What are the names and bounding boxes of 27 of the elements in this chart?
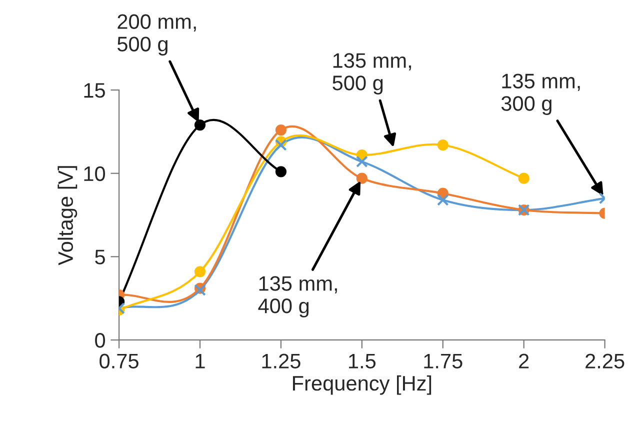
- x-tick-label: 2.25: [586, 354, 624, 368]
- x-tick-label: 2: [519, 354, 529, 368]
- point: [437, 139, 448, 151]
- x-tick-label: 1: [196, 354, 205, 368]
- annotation: 135 mm, 500 g: [332, 53, 411, 94]
- point: [275, 166, 287, 178]
- x-tick-label: 1.25: [262, 354, 300, 368]
- point: [275, 124, 287, 136]
- point: [356, 172, 368, 184]
- point: [194, 266, 206, 278]
- annotation: 135 mm, 300 g: [501, 74, 580, 116]
- x-tick-label: 1.75: [424, 354, 462, 368]
- point: [518, 172, 530, 184]
- x-tick-label: 1.5: [349, 354, 376, 368]
- point: [436, 194, 449, 206]
- annotation: 135 mm, 400 g: [258, 276, 337, 318]
- point: [275, 139, 287, 151]
- y-tick-label: 15: [84, 83, 105, 98]
- annotation: 200 mm, 500 g: [118, 14, 196, 56]
- point: [194, 119, 206, 131]
- y-axis-title: Voltage [V]: [58, 166, 78, 266]
- y-tick-label: 0: [95, 332, 106, 348]
- point: [356, 156, 368, 168]
- x-axis-title: Frequency [Hz]: [293, 375, 432, 395]
- y-tick-label: 10: [84, 166, 106, 182]
- y-tick-label: 5: [95, 250, 105, 264]
- x-tick-label: 0.75: [100, 354, 138, 368]
